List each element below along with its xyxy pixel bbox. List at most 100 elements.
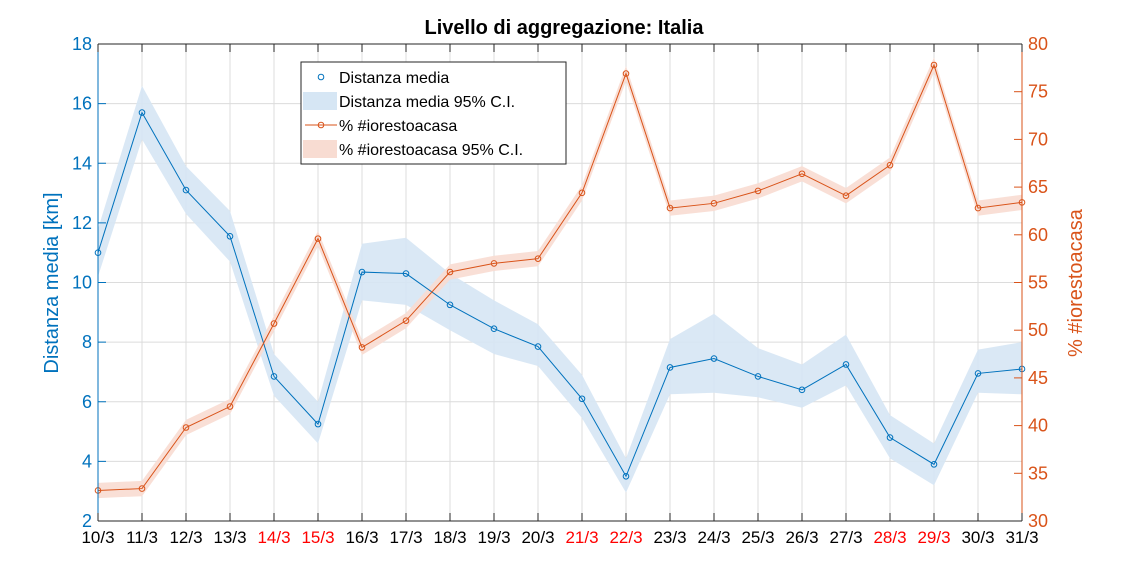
- y-tick-right-label: 80: [1028, 34, 1048, 54]
- x-tick-label: 12/3: [169, 528, 202, 547]
- distanza-media-point: [358, 268, 366, 276]
- distanza-media-point: [754, 373, 762, 380]
- y-tick-left-label: 2: [82, 511, 92, 531]
- iorestoacasa-point: [974, 204, 982, 212]
- iorestoacasa-point: [842, 192, 850, 199]
- distanza-media-point: [974, 370, 982, 377]
- distanza-media-point: [446, 301, 454, 309]
- y-tick-right-label: 50: [1028, 320, 1048, 340]
- iorestoacasa-point: [622, 70, 630, 77]
- x-tick-label: 10/3: [81, 528, 114, 547]
- x-tick-label: 19/3: [477, 528, 510, 547]
- distanza-media-point: [226, 232, 234, 240]
- legend-label: % #iorestoacasa: [339, 118, 457, 135]
- y-tick-right-label: 35: [1028, 463, 1048, 483]
- x-tick-label: 25/3: [741, 528, 774, 547]
- x-tick-label: 27/3: [829, 528, 862, 547]
- x-tick-label: 18/3: [433, 528, 466, 547]
- y-tick-left-label: 8: [82, 332, 92, 352]
- y-tick-left-label: 4: [82, 451, 92, 471]
- iorestoacasa-point: [182, 424, 190, 431]
- x-tick-label: 30/3: [961, 528, 994, 547]
- x-tick-label: 21/3: [565, 528, 598, 547]
- y-tick-left-label: 14: [72, 153, 92, 173]
- confidence-bands: [98, 57, 1022, 499]
- distanza-media-point: [314, 420, 322, 428]
- legend-label: % #iorestoacasa 95% C.I.: [339, 142, 523, 159]
- x-tick-label: 15/3: [301, 528, 334, 547]
- x-tick-label: 23/3: [653, 528, 686, 547]
- legend-marker-distanza-media: [317, 73, 325, 81]
- y-axis-right-label: % #iorestoacasa: [1065, 208, 1087, 357]
- distanza-media-point: [270, 373, 278, 380]
- x-tick-label: 20/3: [521, 528, 554, 547]
- distanza-media-point: [402, 270, 410, 277]
- y-tick-right-label: 65: [1028, 177, 1048, 197]
- legend-marker-iorestoacasa: [317, 121, 325, 129]
- legend-label: Distanza media: [339, 70, 449, 87]
- distanza-media-point: [490, 325, 498, 333]
- legend-swatch-ci-band: [303, 140, 337, 158]
- iorestoacasa-point: [402, 317, 410, 324]
- distanza-media-point: [710, 355, 718, 362]
- y-tick-left-label: 10: [72, 273, 92, 293]
- axes: 2 4 6 8 10 12 14 16 18 30 35 40 45 50 55 60 65 70 75 80 10/3…: [72, 34, 1048, 547]
- y-axis-left-label: Distanza media [km]: [41, 192, 63, 373]
- iorestoacasa-point: [754, 187, 762, 195]
- distanza-media-point: [138, 109, 146, 116]
- y-tick-left-label: 18: [72, 34, 92, 54]
- distanza-media-ci-band: [98, 85, 1022, 493]
- distanza-media-line: [97, 111, 1023, 478]
- iorestoacasa-point: [138, 485, 146, 492]
- x-tick-label: 31/3: [1005, 528, 1038, 547]
- iorestoacasa-point: [270, 320, 278, 327]
- distanza-media-point: [930, 461, 938, 468]
- distanza-media-point: [182, 186, 190, 194]
- iorestoacasa-point: [710, 200, 718, 207]
- iorestoacasa-point: [798, 170, 806, 178]
- chart-title: Livello di aggregazione: Italia: [425, 17, 705, 39]
- y-tick-right-label: 45: [1028, 368, 1048, 388]
- x-tick-label: 11/3: [126, 528, 158, 547]
- x-tick-label: 28/3: [873, 528, 906, 547]
- y-tick-right-label: 55: [1028, 273, 1048, 293]
- legend-box: [300, 61, 567, 165]
- x-tick-label: 24/3: [697, 528, 730, 547]
- distanza-media-point: [622, 472, 630, 480]
- iorestoacasa-point: [314, 235, 322, 242]
- x-tick-label: 17/3: [389, 528, 422, 547]
- iorestoacasa-point: [666, 204, 674, 212]
- iorestoacasa-point: [578, 189, 586, 197]
- y-tick-right-label: 60: [1028, 225, 1048, 245]
- distanza-media-point: [578, 395, 586, 403]
- iorestoacasa-point: [930, 61, 938, 69]
- distanza-media-point: [798, 386, 806, 394]
- x-tick-label: 29/3: [917, 528, 950, 547]
- y-tick-left-label: 16: [72, 94, 92, 114]
- y-tick-left-label: 12: [72, 213, 92, 233]
- y-tick-right-label: 75: [1028, 82, 1048, 102]
- legend-swatch-ci-band: [303, 92, 337, 110]
- iorestoacasa-point: [446, 268, 454, 276]
- x-tick-label: 14/3: [257, 528, 290, 547]
- x-tick-label: 16/3: [345, 528, 378, 547]
- distanza-media-point: [842, 361, 850, 368]
- distanza-media-point: [886, 434, 894, 441]
- legend: Distanza media Distanza media 95% C.I. % #…: [300, 61, 567, 165]
- distanza-media-point: [534, 343, 542, 350]
- y-tick-right-label: 30: [1028, 511, 1048, 531]
- x-tick-label: 22/3: [609, 528, 642, 547]
- y-tick-right-label: 70: [1028, 129, 1048, 149]
- iorestoacasa-point: [886, 161, 894, 169]
- iorestoacasa-point: [534, 255, 542, 262]
- x-tick-label: 26/3: [785, 528, 818, 547]
- iorestoacasa-point: [226, 403, 234, 410]
- legend-label: Distanza media 95% C.I.: [339, 94, 515, 111]
- distanza-media-point: [666, 364, 674, 371]
- x-tick-label: 13/3: [213, 528, 246, 547]
- y-tick-right-label: 40: [1028, 416, 1048, 436]
- y-tick-left-label: 6: [82, 392, 92, 412]
- iorestoacasa-point: [358, 344, 366, 351]
- iorestoacasa-line: [97, 63, 1023, 491]
